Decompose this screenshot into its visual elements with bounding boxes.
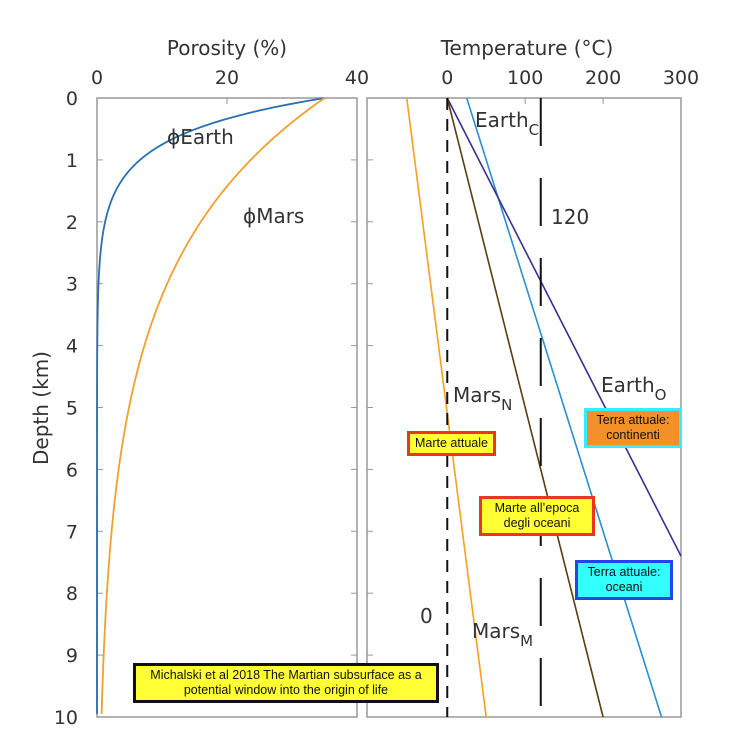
porosity-plot-frame — [96, 97, 358, 718]
x-tick-label: 0 — [441, 67, 453, 89]
x-tick-label: 200 — [585, 67, 621, 89]
series-line-mars-porosity — [100, 97, 326, 714]
annotation-earth-oceans: Terra attuale: oceani — [575, 560, 673, 600]
series-label-earth-o: EarthO — [601, 373, 666, 404]
x-tick-label: 100 — [507, 67, 543, 89]
y-tick-label: 0 — [66, 88, 78, 110]
depth-axis-label: Depth (km) — [29, 351, 53, 465]
y-tick-label: 8 — [66, 583, 78, 605]
y-tick-label: 4 — [66, 336, 78, 358]
y-tick-label: 9 — [66, 645, 78, 667]
y-tick-label: 2 — [66, 212, 78, 234]
series-line-mars-n — [446, 97, 604, 718]
series-line-mars-m — [405, 97, 488, 718]
temperature-axis-label: Temperature (°C) — [440, 36, 614, 60]
x-tick-label: 0 — [91, 67, 103, 89]
series-label-phi-mars: ϕMars — [243, 204, 304, 228]
series-line-earth-porosity — [96, 97, 325, 714]
y-tick-label: 5 — [66, 398, 78, 420]
x-tick-label: 300 — [663, 67, 699, 89]
annotation-mars-now: Marte attuale — [407, 431, 496, 456]
series-label-mars-n: MarsN — [453, 383, 512, 414]
y-tick-label: 3 — [66, 274, 78, 296]
annotation-earth-continents: Terra attuale: continenti — [584, 408, 682, 448]
series-line-earth-o — [446, 97, 682, 557]
series-label-phi-earth: ϕEarth — [167, 125, 234, 149]
series-label-earth-c: EarthC — [475, 108, 539, 139]
citation-box: Michalski et al 2018 The Martian subsurf… — [133, 663, 439, 703]
reference-label-120: 120 — [551, 205, 589, 229]
annotation-mars-ocean: Marte all’epoca degli oceani — [479, 496, 595, 536]
y-tick-label: 1 — [66, 150, 78, 172]
series-label-mars-m: MarsM — [472, 619, 533, 650]
y-tick-label: 7 — [66, 521, 78, 543]
x-tick-label: 40 — [345, 67, 369, 89]
x-tick-label: 20 — [215, 67, 239, 89]
y-tick-label: 6 — [66, 459, 78, 481]
reference-label-0: 0 — [420, 604, 433, 628]
porosity-axis-label: Porosity (%) — [167, 36, 287, 60]
y-tick-label: 10 — [54, 707, 78, 729]
